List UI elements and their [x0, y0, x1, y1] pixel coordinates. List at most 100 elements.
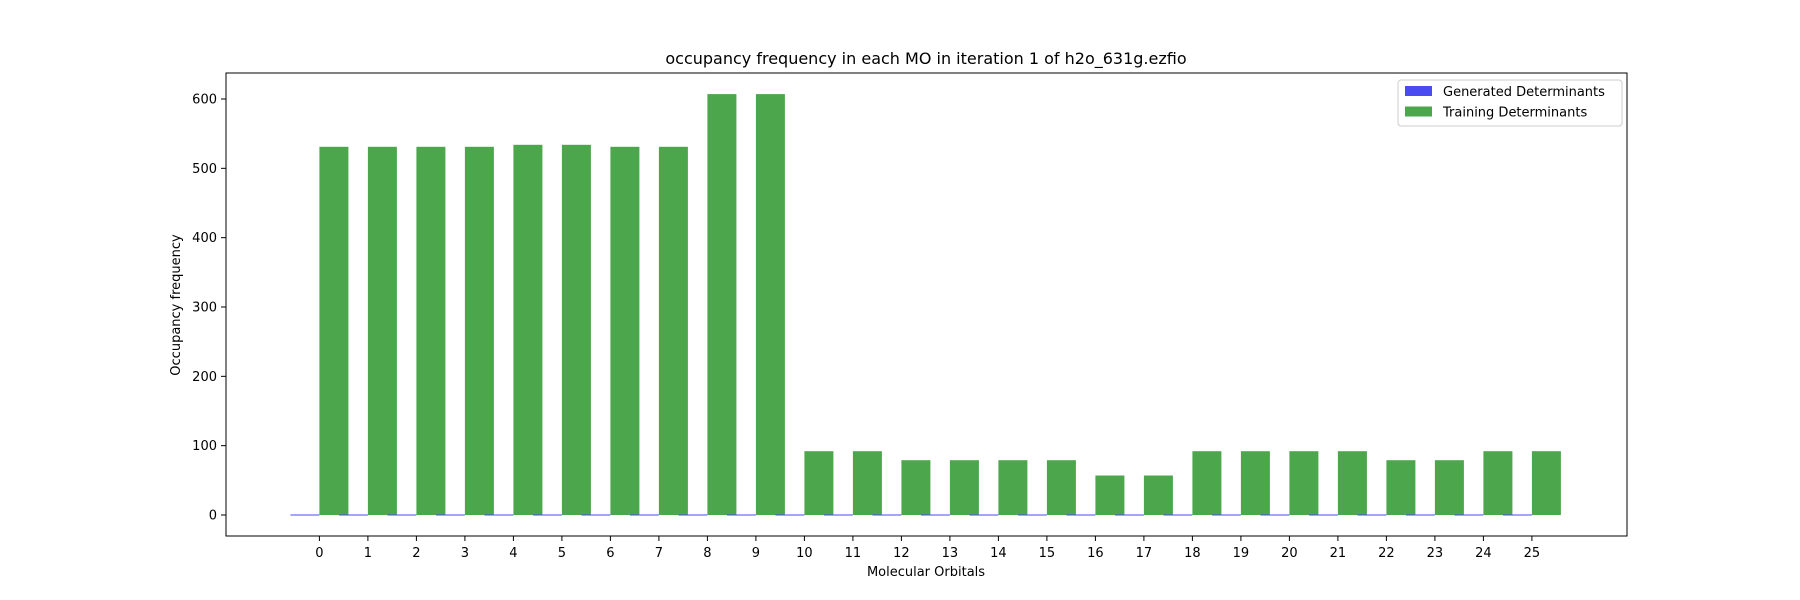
bar-generated-10	[775, 514, 805, 516]
x-tick-label: 4	[509, 546, 517, 561]
bar-generated-20	[1260, 514, 1290, 516]
y-axis: 0 100 200 300 400 500 600	[192, 93, 226, 524]
bar-training-2	[416, 146, 446, 516]
x-tick-label: 20	[1281, 546, 1298, 561]
bar-training-8	[707, 94, 737, 515]
x-tick-label: 23	[1427, 546, 1444, 561]
x-tick-label: 8	[703, 546, 711, 561]
x-tick-label: 25	[1524, 546, 1541, 561]
bar-training-9	[755, 94, 785, 515]
bar-training-24	[1483, 451, 1513, 515]
x-tick-label: 21	[1330, 546, 1347, 561]
bar-generated-14	[969, 514, 999, 516]
y-tick-label: 600	[192, 93, 217, 108]
x-axis-label: Molecular Orbitals	[867, 565, 985, 580]
bar-training-1	[367, 146, 397, 516]
bar-training-12	[901, 460, 931, 515]
bar-training-6	[610, 146, 640, 516]
bar-training-21	[1337, 451, 1367, 515]
bar-generated-16	[1066, 514, 1096, 516]
bar-generated-3	[435, 514, 465, 516]
legend-box	[1397, 79, 1623, 127]
x-tick-label: 2	[412, 546, 420, 561]
bar-generated-15	[1017, 514, 1047, 516]
y-tick-label: 500	[192, 162, 217, 177]
x-tick-label: 6	[606, 546, 614, 561]
y-axis-label: Occupancy frequency	[169, 234, 184, 376]
chart-title: occupancy frequency in each MO in iterat…	[665, 49, 1186, 69]
bar-generated-7	[629, 514, 659, 516]
bar-generated-17	[1114, 514, 1144, 516]
bar-generated-1	[338, 514, 368, 516]
x-tick-label: 16	[1087, 546, 1104, 561]
bar-training-22	[1386, 460, 1416, 515]
bar-training-25	[1531, 451, 1561, 515]
bar-training-20	[1289, 451, 1319, 515]
x-tick-label: 18	[1184, 546, 1201, 561]
bar-training-0	[319, 146, 349, 516]
x-axis: 0 1 2 3 4 5 6 7 8 9 10 11 12 13 14 15 16 17 18 19 20 21 22 23 24…	[315, 536, 1540, 561]
bar-training-10	[804, 451, 834, 515]
x-tick-label: 13	[942, 546, 959, 561]
x-tick-label: 22	[1378, 546, 1395, 561]
bar-generated-22	[1357, 514, 1387, 516]
bar-generated-18	[1163, 514, 1193, 516]
bar-training-19	[1240, 451, 1270, 515]
x-tick-label: 3	[461, 546, 469, 561]
bar-generated-13	[920, 514, 950, 516]
x-tick-label: 19	[1233, 546, 1250, 561]
bars-layer	[290, 94, 1561, 516]
x-tick-label: 14	[990, 546, 1007, 561]
y-tick-label: 400	[192, 231, 217, 246]
legend-entry: Generated Determinants	[1443, 85, 1605, 100]
bar-generated-23	[1405, 514, 1435, 516]
x-tick-label: 15	[1039, 546, 1056, 561]
bar-generated-25	[1502, 514, 1532, 516]
bar-training-4	[513, 144, 543, 516]
x-tick-label: 17	[1136, 546, 1153, 561]
x-tick-label: 24	[1475, 546, 1492, 561]
bar-training-3	[464, 146, 494, 516]
bar-training-16	[1095, 475, 1125, 515]
x-tick-label: 7	[655, 546, 663, 561]
bar-generated-21	[1308, 514, 1338, 516]
legend-swatch	[1405, 86, 1432, 96]
x-tick-label: 5	[558, 546, 566, 561]
bar-training-7	[658, 146, 688, 516]
bar-generated-11	[823, 514, 853, 516]
x-tick-label: 0	[315, 546, 323, 561]
bar-generated-12	[872, 514, 902, 516]
legend-swatch	[1405, 106, 1432, 117]
bar-training-14	[998, 460, 1028, 515]
x-tick-label: 10	[796, 546, 813, 561]
x-tick-label: 1	[364, 546, 372, 561]
legend: Generated Determinants Training Determina…	[1397, 79, 1623, 127]
bar-generated-0	[290, 514, 320, 516]
y-tick-label: 0	[209, 509, 217, 524]
y-tick-label: 300	[192, 301, 217, 316]
bar-generated-6	[581, 514, 611, 516]
bar-generated-9	[726, 514, 756, 516]
x-tick-label: 9	[752, 546, 760, 561]
bar-training-5	[561, 144, 591, 516]
bar-generated-4	[484, 514, 514, 516]
bar-generated-19	[1211, 514, 1241, 516]
bar-training-15	[1046, 460, 1076, 515]
plot-frame	[225, 72, 1628, 537]
bar-generated-5	[532, 514, 562, 516]
legend-entry: Training Determinants	[1442, 106, 1587, 121]
bar-training-11	[852, 451, 882, 515]
bar-generated-2	[387, 514, 417, 516]
bar-training-23	[1434, 460, 1464, 515]
x-tick-label: 12	[893, 546, 910, 561]
y-tick-label: 100	[192, 439, 217, 454]
bar-generated-8	[678, 514, 708, 516]
bar-training-18	[1192, 451, 1222, 515]
bar-generated-24	[1454, 514, 1484, 516]
y-tick-label: 200	[192, 370, 217, 385]
x-tick-label: 11	[845, 546, 862, 561]
bar-training-13	[949, 460, 979, 515]
bar-training-17	[1143, 475, 1173, 515]
